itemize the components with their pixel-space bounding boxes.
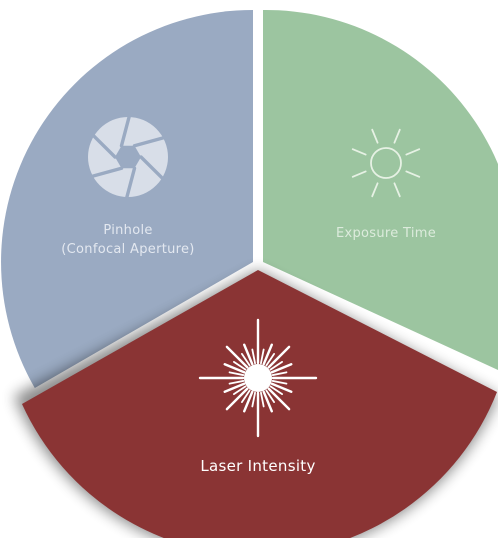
laser-ray [243, 343, 254, 366]
aperture-blade-edge [125, 166, 137, 199]
aperture-blade-edge [139, 155, 164, 180]
sun-core [370, 147, 402, 179]
pinhole-label: Pinhole (Confocal Aperture) [28, 221, 228, 259]
laser-ray [251, 348, 256, 365]
laser-ray [240, 389, 251, 404]
laser-ray [228, 371, 245, 376]
laser-ray [223, 363, 246, 374]
pinhole-label-line1: Pinhole [103, 223, 153, 238]
sun-ray [371, 182, 379, 198]
sun-ray [405, 170, 421, 178]
laser-ray [251, 391, 256, 408]
aperture-blade-edge [132, 136, 165, 148]
aperture-blade-edge [91, 166, 124, 178]
laser-ray [265, 389, 276, 404]
sun-ray [393, 182, 401, 198]
exposure-segment[interactable] [263, 9, 498, 370]
sun-ray [351, 148, 367, 156]
exposure-label: Exposure Time [335, 226, 437, 241]
laser-ray [270, 363, 293, 374]
laser-ray [223, 382, 246, 393]
sun-ray [351, 170, 367, 178]
laser-ray [232, 385, 247, 396]
laser-core [244, 364, 272, 392]
laser-ray [262, 390, 273, 413]
sun-ray [393, 128, 401, 144]
sun-ray [405, 148, 421, 156]
laser-ray [271, 371, 288, 376]
laser-ray [265, 352, 276, 367]
sun-icon [351, 128, 421, 198]
pinhole-label-line2: (Confocal Aperture) [61, 242, 195, 257]
laser-segment[interactable] [22, 270, 497, 538]
aperture-blade-edge [119, 115, 131, 148]
laser-ray [271, 380, 288, 385]
laser-ray [240, 352, 251, 367]
laser-label: Laser Intensity [200, 457, 316, 475]
laser-burst-icon [198, 318, 318, 438]
laser-ray [262, 343, 273, 366]
laser-ray [267, 345, 291, 369]
laser-ray [260, 348, 265, 365]
laser-ray [225, 387, 249, 411]
aperture-opening [115, 145, 141, 169]
laser-ray [232, 360, 247, 371]
pinhole-segment[interactable] [1, 10, 253, 388]
laser-ray [228, 380, 245, 385]
laser-ray [260, 391, 265, 408]
aperture-blade-edge [92, 134, 117, 159]
laser-ray [269, 385, 284, 396]
sun-ray [371, 128, 379, 144]
laser-ray [225, 345, 249, 369]
laser-ray [267, 387, 291, 411]
laser-ray [243, 390, 254, 413]
aperture-icon [88, 115, 168, 199]
laser-ray [269, 360, 284, 371]
laser-ray [270, 382, 293, 393]
